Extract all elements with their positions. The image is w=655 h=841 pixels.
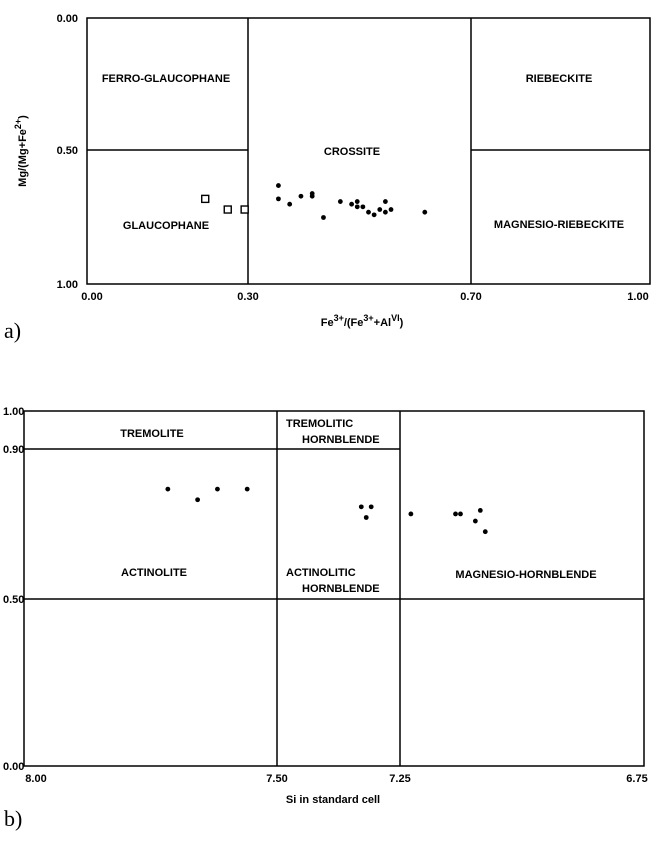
chart-b-data-point-5 [363, 515, 369, 520]
chart-a-data-point-4 [276, 196, 281, 202]
chart-b-data-point-2 [215, 486, 220, 492]
chart-b-region-actinolite: ACTINOLITE [121, 567, 187, 579]
chart-a-ytick-2: 1.00 [57, 279, 78, 291]
chart-a-panel-label: a) [4, 318, 21, 343]
chart-b-region-tremolite: TREMOLITE [120, 428, 184, 440]
chart-a-data-point-21 [422, 209, 428, 215]
chart-a-xtick-2: 0.70 [460, 291, 481, 303]
chart-b-data-point-3 [244, 486, 250, 492]
chart-b-frame [23, 410, 645, 767]
chart-a-ytick-0: 0.00 [57, 13, 78, 25]
chart-a-data-point-11 [349, 201, 355, 207]
chart-a-xlabel: Fe3+/(Fe3++AlVI) [321, 313, 404, 329]
chart-a-region-crossite: CROSSITE [324, 146, 380, 158]
chart-a-data-point-14 [360, 204, 366, 210]
chart-a: 0.00 0.50 1.00 0.00 0.30 0.70 1.00 FERRO… [4, 13, 651, 343]
chart-a-data-point-15 [366, 209, 371, 215]
chart-a-data-point-12 [354, 199, 360, 204]
chart-b-ytick-1: 0.50 [3, 594, 24, 606]
chart-a-ylabel: Mg/(Mg+Fe2+) [13, 115, 29, 187]
chart-a-data-point-6 [298, 193, 304, 199]
chart-b-region-actinolitic-hornblende-line2: HORNBLENDE [302, 583, 380, 595]
chart-a-data-point-13 [354, 204, 360, 210]
chart-b-data-point-12 [482, 529, 488, 535]
chart-b-data-point-4 [358, 504, 364, 510]
chart-b-data-point-8 [453, 511, 458, 517]
chart-a-ytick-1: 0.50 [57, 145, 78, 157]
chart-b-ytick-2: 0.90 [3, 444, 24, 456]
chart-b-data-point-1 [195, 497, 201, 503]
chart-b-region-actinolitic-hornblende-line1: ACTINOLITIC [286, 567, 356, 579]
chart-b-data-point-10 [472, 518, 478, 524]
chart-b-data-point-11 [477, 508, 483, 513]
chart-a-data-point-1 [223, 205, 232, 214]
chart-b-panel-label: b) [4, 806, 22, 831]
chart-a-region-glaucophane: GLAUCOPHANE [123, 220, 209, 232]
chart-a-data-point-0 [201, 194, 210, 204]
chart-b-points [165, 486, 488, 535]
chart-b-region-magnesio-hornblende: MAGNESIO-HORNBLENDE [455, 569, 596, 581]
chart-a-data-point-17 [377, 207, 383, 212]
chart-a-xtick-3: 1.00 [627, 291, 648, 303]
chart-a-data-point-18 [382, 209, 388, 215]
chart-b-xtick-0: 8.00 [25, 773, 46, 785]
chart-a-data-point-20 [388, 207, 394, 212]
chart-a-data-point-10 [337, 199, 343, 204]
chart-b-data-point-9 [458, 511, 463, 517]
chart-a-data-point-8 [309, 191, 315, 196]
chart-b-xtick-2: 7.25 [389, 773, 410, 785]
chart-b-data-point-0 [165, 486, 171, 492]
chart-a-data-point-2 [240, 205, 249, 214]
chart-a-region-riebeckite: RIEBECKITE [526, 73, 593, 85]
chart-b-data-point-6 [368, 504, 374, 510]
chart-a-data-point-5 [287, 201, 293, 207]
chart-b-ytick-0: 0.00 [3, 761, 24, 773]
chart-b-data-point-7 [408, 511, 414, 517]
chart-a-frame [86, 17, 651, 285]
chart-a-xtick-1: 0.30 [237, 291, 258, 303]
chart-a-region-ferro-glaucophane: FERRO-GLAUCOPHANE [102, 73, 230, 85]
chart-a-data-point-3 [276, 183, 281, 188]
chart-b-xlabel: Si in standard cell [286, 794, 380, 806]
chart-b-region-tremolitic-hornblende-line2: HORNBLENDE [302, 434, 380, 446]
chart-b-region-tremolitic-hornblende-line1: TREMOLITIC [286, 418, 353, 430]
chart-b-ytick-3: 1.00 [3, 406, 24, 418]
chart-a-data-point-16 [371, 212, 377, 218]
chart-a-xtick-0: 0.00 [81, 291, 102, 303]
chart-b-xtick-1: 7.50 [266, 773, 287, 785]
chart-b: 0.00 0.50 0.90 1.00 8.00 7.50 7.25 6.75 … [3, 406, 648, 831]
chart-a-points [201, 183, 428, 220]
chart-b-xtick-3: 6.75 [626, 773, 647, 785]
chart-a-data-point-9 [321, 215, 326, 220]
chart-a-region-magnesio-riebeckite: MAGNESIO-RIEBECKITE [494, 219, 624, 231]
chart-a-data-point-19 [382, 199, 388, 204]
